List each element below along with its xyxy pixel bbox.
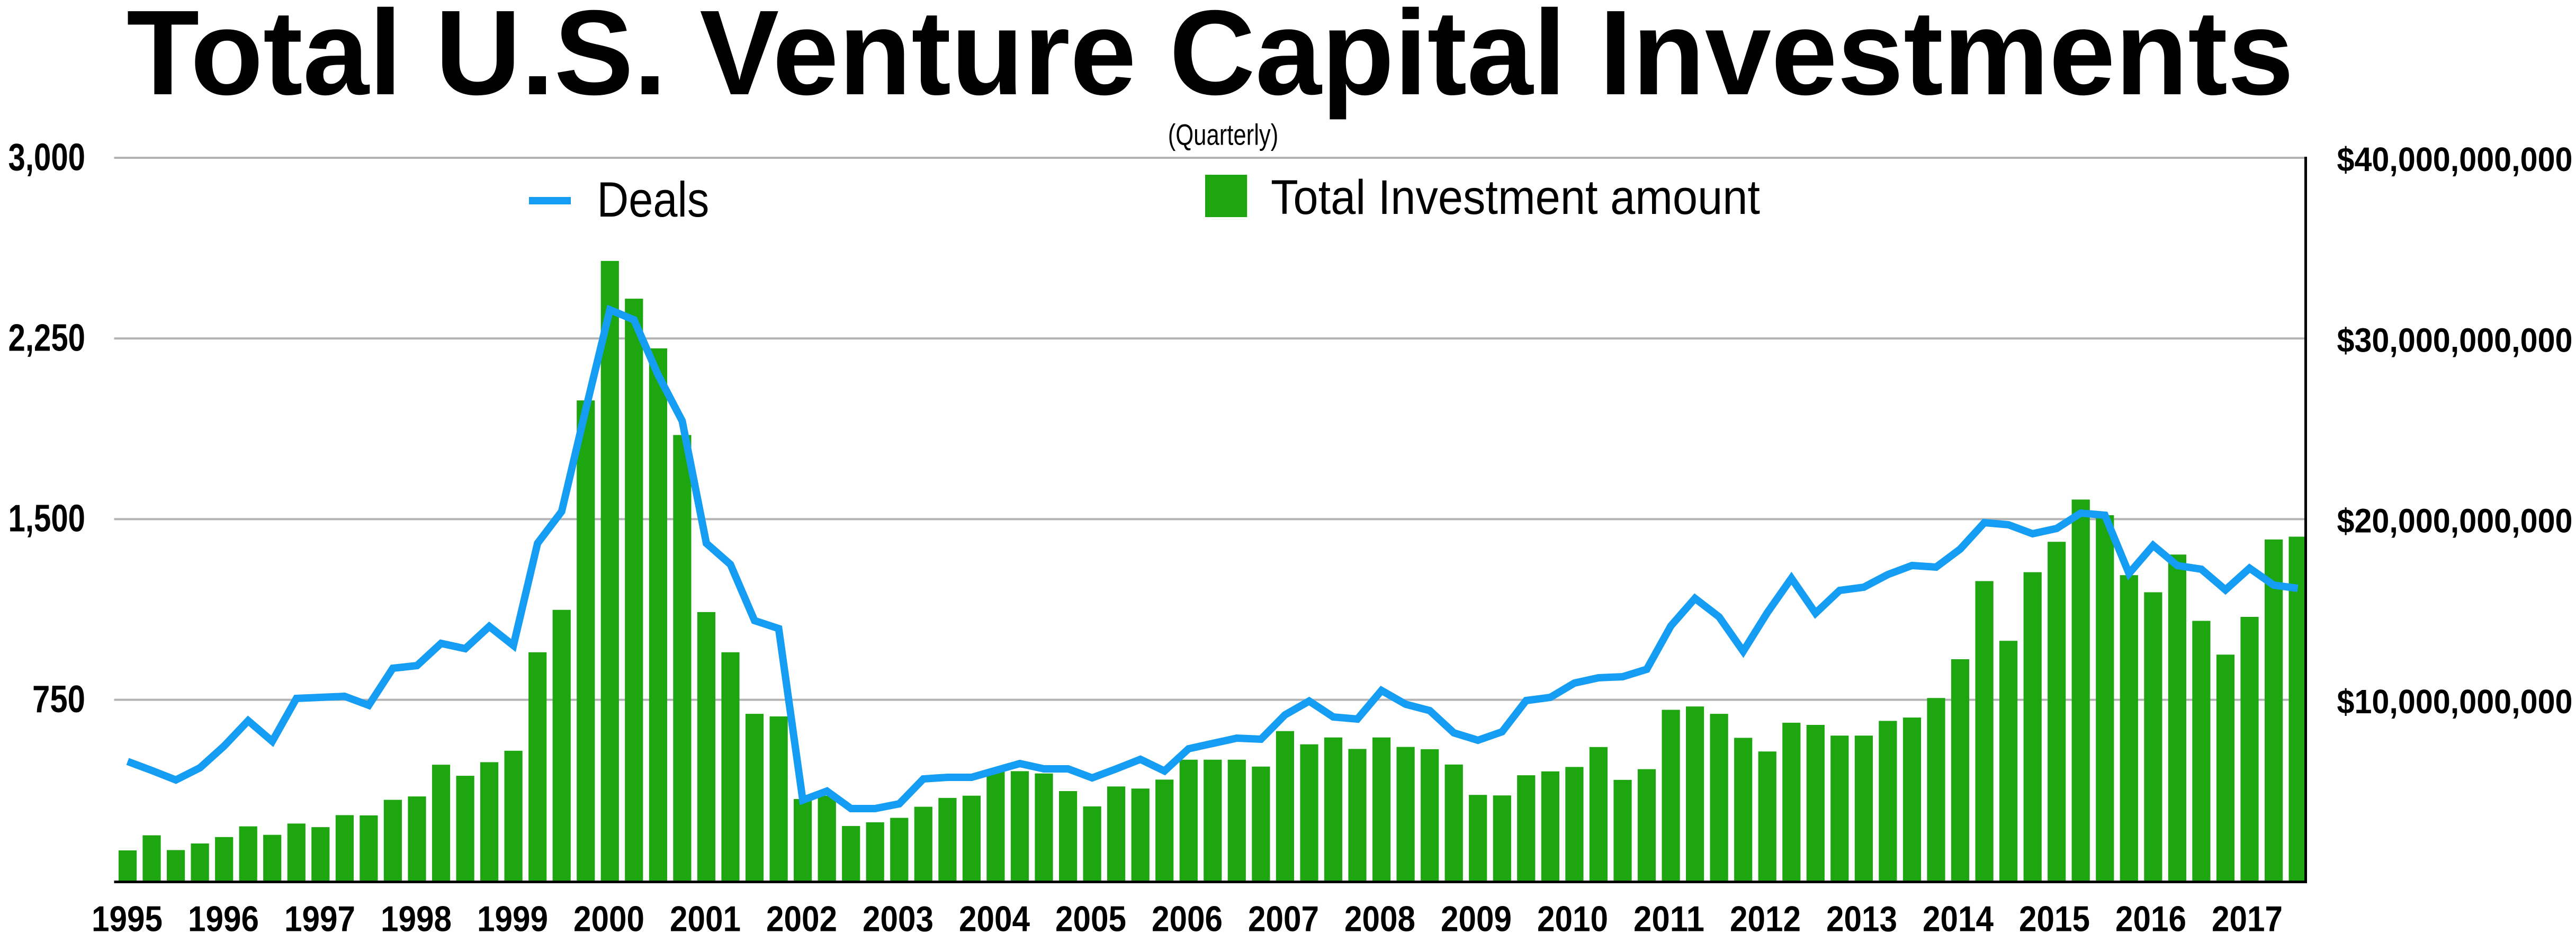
svg-text:Total Investment amount: Total Investment amount: [1271, 171, 1760, 225]
svg-text:$30,000,000,000: $30,000,000,000: [2337, 321, 2573, 359]
svg-text:1997: 1997: [284, 899, 355, 933]
svg-text:750: 750: [32, 678, 85, 721]
svg-text:2014: 2014: [1923, 899, 1994, 933]
svg-text:2000: 2000: [573, 899, 644, 933]
svg-text:$20,000,000,000: $20,000,000,000: [2337, 502, 2573, 540]
svg-text:2005: 2005: [1055, 899, 1126, 933]
svg-text:2015: 2015: [2019, 899, 2090, 933]
svg-text:2001: 2001: [670, 899, 741, 933]
svg-text:3,000: 3,000: [8, 136, 86, 178]
svg-text:2004: 2004: [959, 899, 1030, 933]
svg-text:2002: 2002: [766, 899, 837, 933]
svg-text:2008: 2008: [1344, 899, 1415, 933]
svg-text:2009: 2009: [1441, 899, 1512, 933]
svg-text:2017: 2017: [2212, 899, 2283, 933]
svg-text:1996: 1996: [188, 899, 259, 933]
svg-text:1998: 1998: [381, 899, 452, 933]
svg-text:$40,000,000,000: $40,000,000,000: [2337, 140, 2573, 178]
svg-text:Deals: Deals: [597, 172, 709, 227]
svg-text:1,500: 1,500: [8, 498, 86, 540]
svg-text:2013: 2013: [1826, 899, 1897, 933]
svg-text:2010: 2010: [1537, 899, 1608, 933]
svg-text:2012: 2012: [1730, 899, 1801, 933]
svg-text:2006: 2006: [1152, 899, 1223, 933]
svg-text:Total U.S. Venture Capital Inv: Total U.S. Venture Capital Investments: [127, 0, 2294, 120]
svg-text:1995: 1995: [92, 899, 163, 933]
svg-text:$10,000,000,000: $10,000,000,000: [2337, 683, 2573, 721]
svg-text:2007: 2007: [1248, 899, 1319, 933]
svg-text:1999: 1999: [477, 899, 548, 933]
svg-text:2,250: 2,250: [8, 317, 86, 360]
svg-text:2003: 2003: [863, 899, 934, 933]
svg-text:2011: 2011: [1633, 899, 1704, 933]
svg-text:2016: 2016: [2115, 899, 2186, 933]
svg-text:(Quarterly): (Quarterly): [1168, 118, 1279, 151]
